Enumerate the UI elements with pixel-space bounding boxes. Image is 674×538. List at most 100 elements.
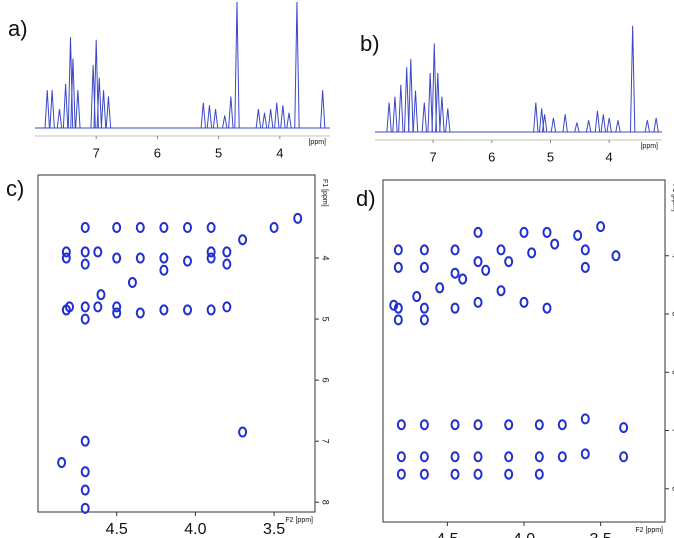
cross-peak [80,502,90,514]
peak [49,90,55,129]
cross-peak [127,276,137,288]
cross-peak [580,413,590,425]
peak [562,114,568,133]
peak [445,108,451,133]
cross-peak [504,451,514,463]
x-tick-label: 3.5 [263,521,285,538]
peak [44,90,50,129]
cross-peak [542,226,552,238]
cross-peak [183,255,193,267]
cross-peak [222,246,232,258]
cross-peak [619,422,629,434]
peak [222,115,228,129]
peak [75,90,81,129]
peak [403,67,410,133]
peak [261,112,268,129]
panel-label: c) [6,176,24,201]
peak [550,117,557,133]
peak [629,25,636,133]
panel-label: a) [8,16,28,41]
cross-peak [393,261,403,273]
cross-peak [222,258,232,270]
cross-peak [393,314,403,326]
peak [386,102,392,133]
peak [100,90,107,129]
peak [427,72,433,133]
cross-peak [519,296,529,308]
cross-peak [80,466,90,478]
peak [606,117,612,133]
x-axis-label: F2 [ppm] [285,517,313,524]
x-axis-label: F2 [ppm] [635,527,663,534]
peak [574,122,580,133]
cross-peak [450,267,460,279]
cross-peak [527,247,537,259]
cross-peak [389,299,399,311]
peak [280,105,286,129]
peak [294,1,300,129]
cross-peak [504,419,514,431]
cross-peak [473,256,483,268]
peak [200,102,207,129]
peak [435,72,441,133]
x-axis-label: [ppm] [640,143,658,150]
peak [70,58,76,129]
cross-peak [293,212,303,224]
plot-frame [37,174,316,513]
x-tick-label: 4.0 [184,521,206,538]
cross-peak [112,301,122,313]
cross-peak [580,244,590,256]
cross-peak [419,244,429,256]
x-tick-label: 4.0 [513,531,535,538]
cross-peak [580,261,590,273]
cross-peak [435,282,445,294]
y-tick-label: 7 [321,439,331,444]
cross-peak [450,244,460,256]
cross-peak [473,451,483,463]
cross-peak [80,246,90,258]
x-tick-label: 5 [547,149,554,164]
cross-peak [557,451,567,463]
x-tick-label: 6 [488,149,495,164]
cross-peak [534,468,544,480]
cross-peak [519,226,529,238]
cross-peak [596,221,606,233]
peak [267,109,274,129]
cross-peak [473,296,483,308]
cross-peak [135,222,145,234]
cross-peak [534,451,544,463]
cross-peak [419,314,429,326]
cross-peak [183,222,193,234]
y-tick-label: 6 [321,378,331,383]
peak [431,43,437,133]
x-tick-label: 3.5 [590,531,612,538]
y-axis-label: F1 [ppm] [321,179,328,207]
cross-peak [412,291,422,303]
cross-peak [61,246,71,258]
cross-peak [112,252,122,264]
cross-peak [135,307,145,319]
peak [600,114,607,133]
cross-peak [80,222,90,234]
cross-peak [206,252,216,264]
y-tick-label: 4 [671,253,674,258]
peak [644,120,651,133]
cross-peak [159,222,169,234]
cross-peak [80,301,90,313]
peak [421,102,427,133]
y-tick-label: 8 [671,486,674,491]
cross-peak [159,252,169,264]
y-tick-label: 8 [321,500,331,505]
cross-peak [573,229,583,241]
cross-peak [419,302,429,314]
cross-peak [112,307,122,319]
cross-peak [206,246,216,258]
cross-peak [396,468,406,480]
cross-peak [473,419,483,431]
cross-peak [393,244,403,256]
cross-peak [504,468,514,480]
cross-peak [580,448,590,460]
cross-peak [135,252,145,264]
cross-peak [504,256,514,268]
cross-peak [496,244,506,256]
